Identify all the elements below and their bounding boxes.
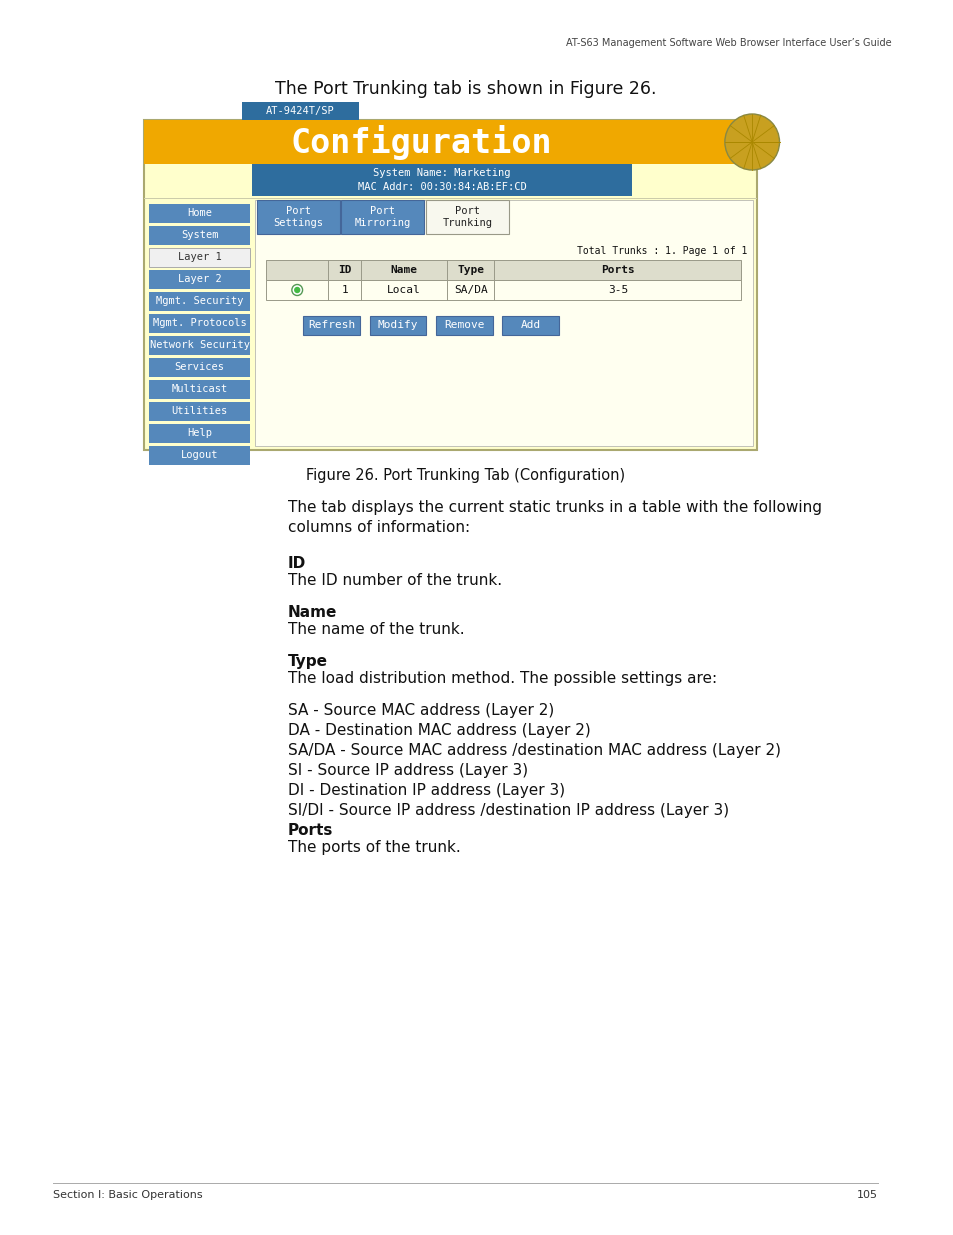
Text: Port
Mirroring: Port Mirroring — [355, 206, 411, 227]
Bar — [144, 120, 757, 164]
Text: ID: ID — [337, 266, 351, 275]
Text: Home: Home — [187, 209, 212, 219]
Bar — [149, 336, 250, 354]
Text: Port
Settings: Port Settings — [273, 206, 323, 227]
Text: 3-5: 3-5 — [607, 285, 627, 295]
Text: DA - Destination MAC address (Layer 2): DA - Destination MAC address (Layer 2) — [288, 722, 590, 739]
Text: AT-9424T/SP: AT-9424T/SP — [266, 106, 335, 116]
Bar — [502, 316, 558, 335]
Text: DI - Destination IP address (Layer 3): DI - Destination IP address (Layer 3) — [288, 783, 564, 798]
Text: Mgmt. Protocols: Mgmt. Protocols — [152, 319, 246, 329]
Text: Layer 2: Layer 2 — [177, 274, 221, 284]
Text: Network Security: Network Security — [150, 341, 250, 351]
Text: SI/DI - Source IP address /destination IP address (Layer 3): SI/DI - Source IP address /destination I… — [288, 803, 728, 818]
Bar — [370, 316, 426, 335]
Bar — [149, 291, 250, 311]
Text: Port
Trunking: Port Trunking — [442, 206, 493, 227]
Bar — [148, 204, 251, 446]
Text: Help: Help — [187, 429, 212, 438]
Text: Services: Services — [174, 363, 224, 373]
Bar — [254, 200, 752, 446]
Text: Type: Type — [456, 266, 483, 275]
Text: ID: ID — [288, 556, 306, 571]
Bar — [149, 358, 250, 377]
Bar — [426, 200, 509, 233]
Text: Ports: Ports — [600, 266, 634, 275]
Text: Mgmt. Security: Mgmt. Security — [155, 296, 243, 306]
Bar — [266, 280, 740, 300]
Bar — [266, 261, 740, 280]
Text: The ID number of the trunk.: The ID number of the trunk. — [288, 573, 501, 588]
Text: The ports of the trunk.: The ports of the trunk. — [288, 840, 460, 855]
Bar — [144, 120, 757, 450]
Bar — [149, 446, 250, 466]
Text: Configuration: Configuration — [291, 125, 552, 159]
Text: Multicast: Multicast — [172, 384, 228, 394]
Text: Remove: Remove — [444, 321, 484, 331]
Text: Type: Type — [288, 655, 328, 669]
Text: SI - Source IP address (Layer 3): SI - Source IP address (Layer 3) — [288, 763, 527, 778]
Text: Layer 1: Layer 1 — [177, 252, 221, 263]
Text: Modify: Modify — [377, 321, 417, 331]
Text: Utilities: Utilities — [172, 406, 228, 416]
Bar — [149, 204, 250, 224]
Text: Figure 26. Port Trunking Tab (Configuration): Figure 26. Port Trunking Tab (Configurat… — [306, 468, 624, 483]
Bar — [149, 424, 250, 443]
Bar — [252, 164, 632, 196]
Text: SA/DA - Source MAC address /destination MAC address (Layer 2): SA/DA - Source MAC address /destination … — [288, 743, 780, 758]
Text: 1: 1 — [341, 285, 348, 295]
Circle shape — [724, 114, 779, 170]
Circle shape — [292, 284, 302, 295]
Text: System Name: Marketing: System Name: Marketing — [373, 168, 510, 178]
Text: Total Trunks : 1. Page 1 of 1: Total Trunks : 1. Page 1 of 1 — [577, 246, 746, 256]
Bar — [303, 316, 359, 335]
Text: Section I: Basic Operations: Section I: Basic Operations — [52, 1191, 202, 1200]
Text: Ports: Ports — [288, 823, 333, 839]
Circle shape — [294, 288, 299, 293]
Text: Local: Local — [387, 285, 420, 295]
Bar — [256, 200, 339, 233]
Text: SA - Source MAC address (Layer 2): SA - Source MAC address (Layer 2) — [288, 703, 554, 718]
Text: The name of the trunk.: The name of the trunk. — [288, 622, 464, 637]
Bar — [149, 270, 250, 289]
Text: MAC Addr: 00:30:84:AB:EF:CD: MAC Addr: 00:30:84:AB:EF:CD — [357, 182, 526, 191]
Text: Name: Name — [288, 605, 336, 620]
Bar — [149, 314, 250, 333]
Text: The load distribution method. The possible settings are:: The load distribution method. The possib… — [288, 671, 716, 685]
Bar — [242, 103, 358, 120]
Bar — [149, 248, 250, 267]
Text: The tab displays the current static trunks in a table with the following
columns: The tab displays the current static trun… — [288, 500, 821, 535]
Text: Refresh: Refresh — [308, 321, 355, 331]
Text: 105: 105 — [856, 1191, 877, 1200]
Text: Logout: Logout — [180, 451, 218, 461]
Bar — [149, 380, 250, 399]
Text: The Port Trunking tab is shown in Figure 26.: The Port Trunking tab is shown in Figure… — [274, 80, 656, 98]
Text: Add: Add — [520, 321, 540, 331]
Text: Name: Name — [390, 266, 417, 275]
Bar — [436, 316, 492, 335]
Text: SA/DA: SA/DA — [454, 285, 487, 295]
Bar — [341, 200, 424, 233]
Bar — [149, 226, 250, 245]
Text: AT-S63 Management Software Web Browser Interface User’s Guide: AT-S63 Management Software Web Browser I… — [565, 38, 891, 48]
Text: System: System — [180, 231, 218, 241]
Bar — [149, 403, 250, 421]
